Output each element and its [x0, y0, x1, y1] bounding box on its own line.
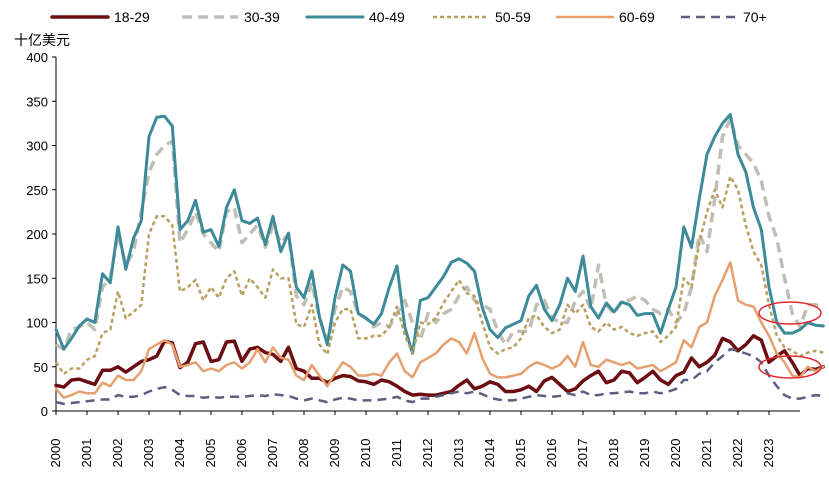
- x-tick-label: 2002: [110, 439, 125, 468]
- x-tick-label: 2010: [358, 439, 373, 468]
- x-axis: 2000 2001 2002 2003 2004 2005 2006 2007 2008 2009…: [48, 410, 800, 468]
- x-tick-label: 2018: [606, 439, 621, 468]
- x-tick-label: 2022: [730, 439, 745, 468]
- x-tick-label: 2014: [482, 439, 497, 468]
- y-tick-label: 100: [26, 316, 48, 331]
- x-tick-label: 2003: [141, 439, 156, 468]
- highlight-ellipse-upper: [758, 301, 822, 325]
- y-tick-label: 50: [34, 360, 48, 375]
- y-tick-label: 400: [26, 50, 48, 65]
- x-tick-label: 2007: [265, 439, 280, 468]
- series-line-40-49: [54, 113, 825, 355]
- x-tick-label: 2006: [234, 439, 249, 468]
- plot-area: [54, 113, 826, 406]
- x-tick-label: 2023: [761, 439, 776, 468]
- y-tick-label: 350: [26, 94, 48, 109]
- x-tick-label: 2021: [699, 439, 714, 468]
- x-tick-label: 2000: [48, 439, 63, 468]
- x-tick-label: 2019: [637, 439, 652, 468]
- legend-label-70+: 70+: [743, 9, 767, 25]
- x-tick-label: 2008: [296, 439, 311, 468]
- x-tick-label: 2017: [575, 439, 590, 468]
- y-axis: 0 50 100 150 200 250 300 350 400: [26, 50, 57, 419]
- x-tick-label: 2009: [327, 439, 342, 468]
- legend: 18-29 30-39 40-49 50-59 60-69 70+: [50, 9, 767, 25]
- x-tick-label: 2020: [668, 439, 683, 468]
- x-tick-label: 2005: [203, 439, 218, 468]
- y-tick-label: 250: [26, 183, 48, 198]
- legend-label-50-59: 50-59: [495, 9, 531, 25]
- x-tick-label: 2012: [420, 439, 435, 468]
- x-tick-label: 2004: [172, 439, 187, 468]
- y-tick-label: 150: [26, 271, 48, 286]
- x-tick-label: 2001: [79, 439, 94, 468]
- series-line-30-39: [55, 117, 824, 351]
- y-axis-unit-label: 十亿美元: [14, 33, 70, 49]
- y-tick-label: 300: [26, 139, 48, 154]
- series-line-60-69: [54, 261, 825, 399]
- legend-label-30-39: 30-39: [244, 9, 280, 25]
- x-tick-label: 2013: [451, 439, 466, 468]
- y-tick-label: 0: [41, 404, 48, 419]
- x-tick-label: 2011: [389, 439, 404, 467]
- x-tick-label: 2015: [513, 439, 528, 468]
- legend-label-18-29: 18-29: [114, 9, 150, 25]
- x-tick-label: 2016: [544, 439, 559, 468]
- series-line-50-59: [54, 175, 824, 376]
- legend-label-40-49: 40-49: [369, 9, 405, 25]
- y-tick-label: 200: [26, 227, 48, 242]
- series-line-70+: [55, 347, 824, 406]
- legend-label-60-69: 60-69: [619, 9, 655, 25]
- highlight-ellipse-lower: [758, 355, 822, 379]
